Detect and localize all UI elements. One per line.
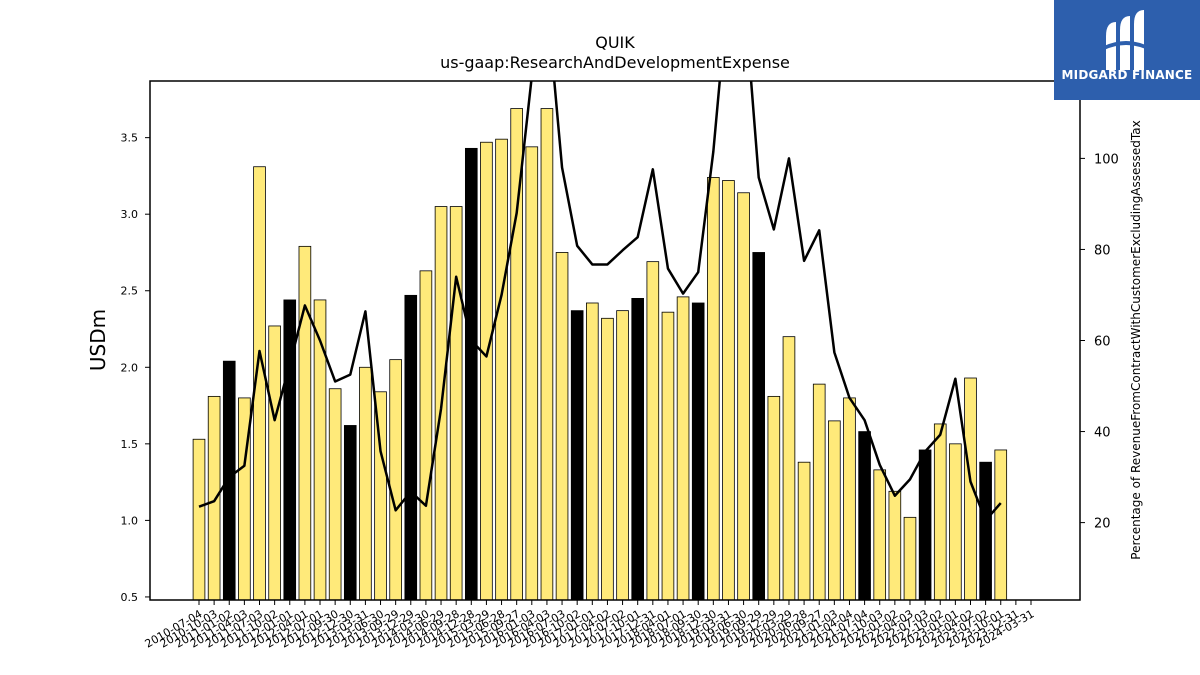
bar: [949, 443, 962, 601]
y2-tick-label: 60: [1094, 335, 1111, 350]
y2-axis-label: Percentage of RevenueFromContractWithCus…: [1129, 120, 1143, 559]
bar: [782, 336, 796, 601]
bar: [691, 302, 705, 601]
bar: [449, 206, 463, 601]
bar: [873, 469, 887, 601]
bar: [540, 108, 554, 601]
bar: [525, 146, 539, 601]
bar: [918, 449, 932, 601]
y-tick-label: 2.5: [121, 285, 139, 298]
logo-badge: MIDGARD FINANCE: [1054, 0, 1200, 100]
chart-title: QUIK: [595, 33, 635, 52]
bar: [676, 296, 690, 601]
bar: [222, 360, 236, 601]
bar: [268, 325, 281, 601]
bar: [661, 311, 675, 601]
bar: [359, 366, 372, 601]
bar: [570, 310, 584, 601]
bar: [343, 425, 357, 601]
bar: [888, 490, 902, 601]
bar: [313, 299, 327, 601]
y-axis-label: USDm: [86, 309, 110, 371]
bar: [586, 302, 599, 601]
bar: [722, 180, 735, 601]
y2-tick-label: 100: [1094, 152, 1119, 167]
bar: [464, 147, 478, 601]
bar: [843, 397, 856, 601]
y-tick-label: 3.5: [121, 132, 139, 145]
bar: [858, 431, 871, 601]
bar: [389, 359, 402, 601]
bar: [419, 270, 433, 601]
y2-tick-label: 80: [1094, 243, 1111, 258]
bar: [933, 423, 947, 601]
bar: [812, 383, 826, 601]
y2-tick-label: 20: [1094, 517, 1111, 532]
bar: [903, 516, 917, 601]
y2-tick-label: 40: [1094, 426, 1111, 441]
bar: [404, 294, 418, 601]
y-tick-label: 2.0: [121, 361, 139, 374]
bar: [328, 388, 342, 601]
bar: [480, 141, 493, 601]
bar: [601, 317, 614, 601]
bar: [737, 192, 750, 601]
bar: [495, 138, 508, 601]
bar: [979, 461, 992, 601]
bar: [767, 395, 781, 601]
bar: [797, 461, 811, 601]
bar: [646, 261, 660, 601]
bar: [555, 252, 569, 601]
logo-text: MIDGARD FINANCE: [1061, 68, 1193, 82]
bar: [631, 297, 644, 601]
bar: [707, 177, 720, 601]
bar: [298, 245, 312, 601]
bar: [828, 420, 841, 601]
y-tick-label: 1.5: [121, 438, 139, 451]
y-tick-label: 0.5: [121, 591, 139, 604]
bar: [192, 438, 206, 601]
bar: [994, 449, 1008, 601]
bar: [616, 310, 629, 601]
chart-subtitle: us-gaap:ResearchAndDevelopmentExpense: [440, 53, 790, 72]
bar: [207, 395, 221, 601]
y-tick-label: 3.0: [121, 208, 139, 221]
series-line: [198, 81, 1002, 522]
y-tick-label: 1.0: [121, 514, 139, 527]
bar: [752, 252, 766, 601]
midgard-logo-icon: [1054, 0, 1200, 100]
